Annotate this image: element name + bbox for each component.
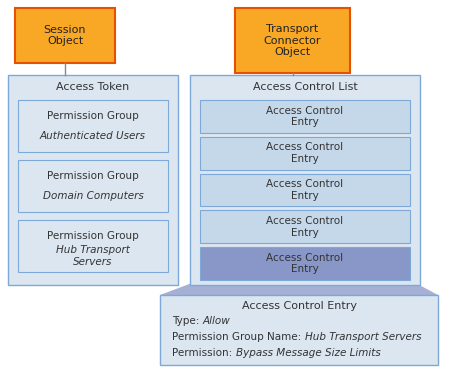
FancyBboxPatch shape	[18, 100, 168, 152]
Text: Access Token: Access Token	[56, 82, 130, 92]
Text: Access Control
Entry: Access Control Entry	[266, 142, 343, 164]
Text: Access Control
Entry: Access Control Entry	[266, 179, 343, 201]
Text: Session
Object: Session Object	[44, 25, 86, 46]
Text: Domain Computers: Domain Computers	[43, 191, 144, 201]
FancyBboxPatch shape	[200, 210, 410, 243]
Text: Access Control Entry: Access Control Entry	[242, 301, 356, 311]
Text: Access Control
Entry: Access Control Entry	[266, 253, 343, 275]
FancyBboxPatch shape	[200, 247, 410, 280]
Text: Access Control
Entry: Access Control Entry	[266, 216, 343, 238]
FancyBboxPatch shape	[200, 100, 410, 133]
Polygon shape	[160, 280, 438, 295]
FancyBboxPatch shape	[235, 8, 350, 73]
FancyBboxPatch shape	[200, 173, 410, 206]
FancyBboxPatch shape	[18, 160, 168, 212]
FancyBboxPatch shape	[190, 75, 420, 285]
FancyBboxPatch shape	[8, 75, 178, 285]
Text: Allow: Allow	[202, 316, 230, 326]
FancyBboxPatch shape	[160, 295, 438, 365]
Text: Hub Transport
Servers: Hub Transport Servers	[56, 245, 130, 267]
FancyBboxPatch shape	[18, 220, 168, 272]
Text: Permission Group: Permission Group	[47, 171, 139, 181]
Text: Permission Group Name:: Permission Group Name:	[172, 332, 305, 342]
Text: Type:: Type:	[172, 316, 202, 326]
FancyBboxPatch shape	[200, 137, 410, 170]
Text: Permission Group: Permission Group	[47, 111, 139, 121]
Text: Authenticated Users: Authenticated Users	[40, 131, 146, 141]
Text: Transport
Connector
Object: Transport Connector Object	[264, 24, 321, 57]
FancyBboxPatch shape	[15, 8, 115, 63]
Text: Permission Group: Permission Group	[47, 231, 139, 241]
Text: Access Control List: Access Control List	[252, 82, 357, 92]
Text: Access Control
Entry: Access Control Entry	[266, 106, 343, 127]
Text: Hub Transport Servers: Hub Transport Servers	[305, 332, 421, 342]
Text: Permission:: Permission:	[172, 348, 235, 358]
Text: Bypass Message Size Limits: Bypass Message Size Limits	[235, 348, 380, 358]
